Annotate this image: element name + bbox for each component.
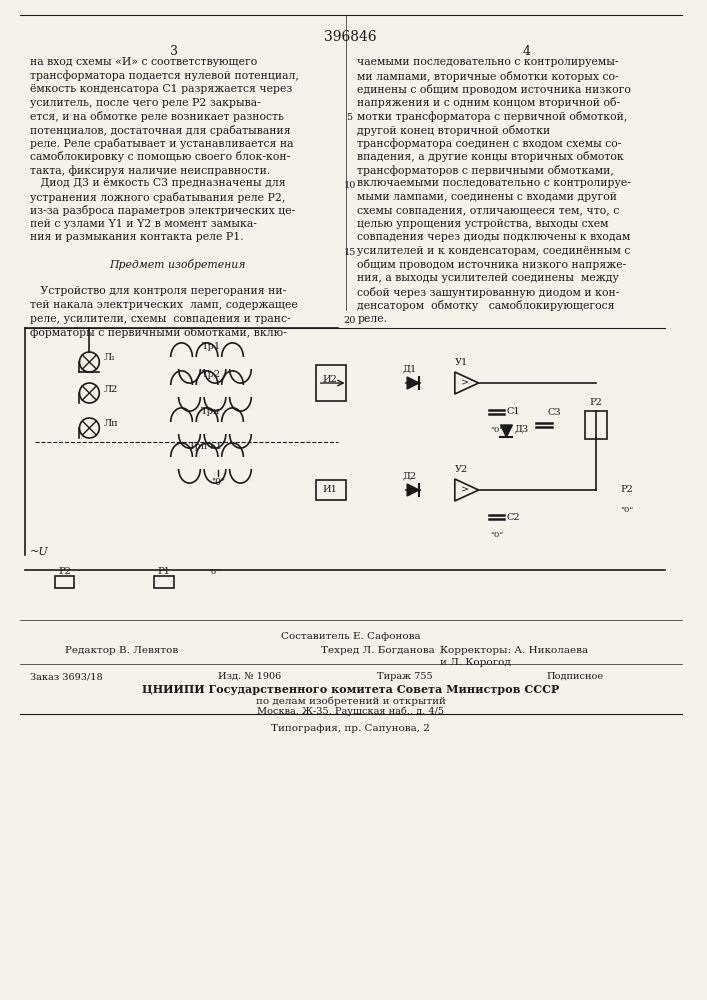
Text: "0": "0" [621,506,634,514]
Text: ния, а выходы усилителей соединены  между: ния, а выходы усилителей соединены между [358,273,619,283]
Text: Д3: Д3 [515,424,529,434]
Text: Устройство для контроля перегорания ни-: Устройство для контроля перегорания ни- [30,286,286,296]
Text: реле, усилители, схемы  совпадения и транс-: реле, усилители, схемы совпадения и тран… [30,314,291,324]
Text: пей с узлами Y1 и Y2 в момент замыка-: пей с узлами Y1 и Y2 в момент замыка- [30,219,257,229]
Text: трансформаторов с первичными обмотками,: трансформаторов с первичными обмотками, [358,165,614,176]
Text: 10: 10 [344,181,356,190]
Text: 3: 3 [170,45,177,58]
Text: собой через зашунтированную диодом и кон-: собой через зашунтированную диодом и кон… [358,286,620,298]
Text: Лп: Лп [103,420,118,428]
Text: Трп+1: Трп+1 [189,442,223,451]
Text: ется, и на обмотке реле возникает разность: ется, и на обмотке реле возникает разнос… [30,111,284,122]
Text: другой конец вторичной обмотки: другой конец вторичной обмотки [358,124,551,135]
Text: Тр2: Тр2 [201,370,221,379]
Text: впадения, а другие концы вторичных обмоток: впадения, а другие концы вторичных обмот… [358,151,624,162]
Text: >: > [461,378,469,387]
Text: И1: И1 [322,486,337,494]
Text: Редактор В. Левятов: Редактор В. Левятов [64,646,177,655]
Text: общим проводом источника низкого напряже-: общим проводом источника низкого напряже… [358,259,626,270]
Text: напряжения и с одним концом вторичной об-: напряжения и с одним концом вторичной об… [358,98,621,108]
Text: Л₁: Л₁ [103,354,115,362]
Polygon shape [407,377,419,389]
Text: совпадения через диоды подключены к входам: совпадения через диоды подключены к вход… [358,232,631,242]
Text: Д1: Д1 [403,365,417,374]
Text: Диод Д3 и ёмкость С3 предназначены для: Диод Д3 и ёмкость С3 предназначены для [30,178,286,188]
Text: Р2: Р2 [58,568,71,576]
Text: 5: 5 [346,113,353,122]
Text: мотки трансформатора с первичной обмоткой,: мотки трансформатора с первичной обмотко… [358,111,628,122]
Text: 15: 15 [344,248,356,257]
Text: Техред Л. Богданова: Техред Л. Богданова [321,646,435,655]
Bar [154,576,174,588]
Bar [54,576,74,588]
Text: Трп: Трп [201,407,221,416]
Text: Д2: Д2 [403,472,417,481]
Text: единены с общим проводом источника низкого: единены с общим проводом источника низко… [358,84,631,95]
Text: ЦНИИПИ Государственного комитета Совета Министров СССР: ЦНИИПИ Государственного комитета Совета … [142,684,559,695]
Text: усилителей и к конденсаторам, соединённым с: усилителей и к конденсаторам, соединённы… [358,246,631,256]
Text: тей накала электрических  ламп, содержащее: тей накала электрических ламп, содержаще… [30,300,298,310]
Text: У1: У1 [455,358,468,367]
Polygon shape [501,425,513,437]
Text: Составитель Е. Сафонова: Составитель Е. Сафонова [281,632,421,641]
Text: С3: С3 [547,408,561,417]
Text: включаемыми последовательно с контролируе-: включаемыми последовательно с контролиру… [358,178,631,188]
Text: самоблокировку с помощью своего блок-кон-: самоблокировку с помощью своего блок-кон… [30,151,290,162]
Text: C2: C2 [506,512,520,522]
Text: "0": "0" [490,426,503,434]
Text: мыми лампами, соединены с входами другой: мыми лампами, соединены с входами другой [358,192,617,202]
Text: Тр1: Тр1 [201,342,221,351]
Text: Подписное: Подписное [546,672,603,681]
Text: форматоры с первичными обмотками, вклю-: форматоры с первичными обмотками, вклю- [30,327,286,338]
Text: из-за разброса параметров электрических це-: из-за разброса параметров электрических … [30,206,295,217]
Text: реле. Реле срабатывает и устанавливается на: реле. Реле срабатывает и устанавливается… [30,138,293,149]
Text: У2: У2 [455,465,468,474]
Text: Л2: Л2 [103,384,117,393]
Text: на вход схемы «И» с соответствующего: на вход схемы «И» с соответствующего [30,57,257,67]
Text: такта, фиксируя наличие неисправности.: такта, фиксируя наличие неисправности. [30,165,270,176]
Text: трансформатора соединен с входом схемы со-: трансформатора соединен с входом схемы с… [358,138,622,149]
Text: ёмкость конденсатора C1 разряжается через: ёмкость конденсатора C1 разряжается чере… [30,84,292,94]
Text: ми лампами, вторичные обмотки которых со-: ми лампами, вторичные обмотки которых со… [358,70,619,82]
Text: устранения ложного срабатывания реле Р2,: устранения ложного срабатывания реле Р2, [30,192,285,203]
Text: целью упрощения устройства, выходы схем: целью упрощения устройства, выходы схем [358,219,609,229]
Text: Заказ 3693/18: Заказ 3693/18 [30,672,103,681]
Text: и Л. Корогод: и Л. Корогод [440,658,510,667]
Text: Р2: Р2 [590,398,602,407]
Polygon shape [407,484,419,496]
Text: ния и размыкания контакта реле Р1.: ния и размыкания контакта реле Р1. [30,232,243,242]
Text: 20: 20 [344,316,356,325]
Text: 4: 4 [522,45,530,58]
Text: реле.: реле. [358,314,387,324]
Text: Типография, пр. Сапунова, 2: Типография, пр. Сапунова, 2 [271,724,430,733]
Text: Корректоры: А. Николаева: Корректоры: А. Николаева [440,646,588,655]
Bar [585,411,607,439]
Text: "0": "0" [207,568,220,576]
Text: "0": "0" [211,478,226,487]
Text: ~U: ~U [30,547,49,557]
Text: усилитель, после чего реле Р2 закрыва-: усилитель, после чего реле Р2 закрыва- [30,98,261,107]
Text: И2: И2 [322,374,337,383]
Text: по делам изобретений и открытий: по делам изобретений и открытий [256,696,445,706]
Text: Москва, Ж-35, Раушская наб., д. 4/5: Москва, Ж-35, Раушская наб., д. 4/5 [257,707,444,716]
Text: C1: C1 [506,408,520,416]
Text: денсатором  обмотку   самоблокирующегося: денсатором обмотку самоблокирующегося [358,300,615,311]
Text: потенциалов, достаточная для срабатывания: потенциалов, достаточная для срабатывани… [30,124,291,135]
Text: 396846: 396846 [325,30,377,44]
Text: Изд. № 1906: Изд. № 1906 [218,672,281,681]
Text: схемы совпадения, отличающееся тем, что, с: схемы совпадения, отличающееся тем, что,… [358,206,620,216]
Text: Предмет изобретения: Предмет изобретения [109,259,246,270]
Text: Р1: Р1 [158,568,170,576]
Text: чаемыми последовательно с контролируемы-: чаемыми последовательно с контролируемы- [358,57,619,67]
Text: Тираж 755: Тираж 755 [378,672,433,681]
Text: трансформатора подается нулевой потенциал,: трансформатора подается нулевой потенциа… [30,70,298,81]
Text: P2: P2 [621,486,633,494]
Text: >: > [461,486,469,494]
Text: "0": "0" [490,531,503,539]
